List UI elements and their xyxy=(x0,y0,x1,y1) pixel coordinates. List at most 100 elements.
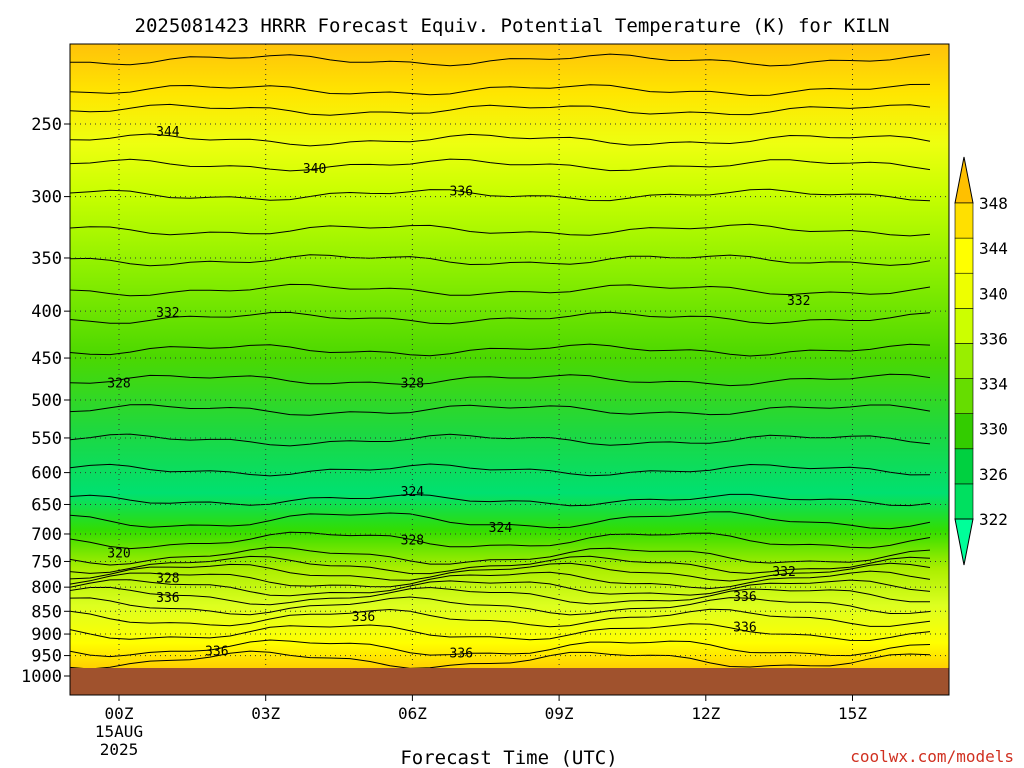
pressure-tick-label: 350 xyxy=(31,249,62,269)
isotherm-label: 320 xyxy=(107,546,130,561)
isotherm-contour-line xyxy=(70,586,931,606)
isotherm-contour-line xyxy=(70,493,931,507)
colorbar-segment xyxy=(954,202,974,239)
isotherm-contour-line xyxy=(70,373,931,387)
isotherm-contour-line xyxy=(70,596,931,616)
isotherm-contour-line xyxy=(70,531,931,550)
isotherm-label: 340 xyxy=(303,162,326,177)
isotherm-label: 328 xyxy=(156,572,179,587)
isotherm-contour-line xyxy=(70,608,931,628)
isotherm-contour-line xyxy=(70,650,931,668)
colorbar-label: 326 xyxy=(979,465,1008,484)
plot-area: 344 340 336 332 332 328 328 324 324 328 320 328 332 3… xyxy=(69,43,950,696)
time-tick-label: 12Z xyxy=(691,704,720,723)
chart-title: 2025081423 HRRR Forecast Equiv. Potentia… xyxy=(135,15,890,37)
colorbar-segment xyxy=(954,483,974,520)
isotherm-contour-line xyxy=(70,570,931,590)
colorbar-label: 344 xyxy=(979,239,1008,258)
isotherm-contour-line xyxy=(70,53,931,67)
isotherm-contour-line xyxy=(70,311,931,325)
isotherm-label: 336 xyxy=(450,646,473,661)
x-date-year-label: 2025 xyxy=(100,740,139,759)
isotherm-label: 332 xyxy=(772,565,795,580)
colorbar-label: 322 xyxy=(979,510,1008,529)
isotherm-label: 336 xyxy=(450,184,473,199)
ground-below-surface xyxy=(70,668,949,695)
colorbar-segment xyxy=(954,343,974,379)
forecast-time-axis: 00Z 03Z 06Z 09Z 12Z 15Z xyxy=(105,695,867,723)
isotherm-labels: 344 340 336 332 332 328 328 324 324 328 320 328 332 3… xyxy=(107,125,810,662)
colorbar-label: 330 xyxy=(979,420,1008,439)
pressure-tick-label: 750 xyxy=(31,552,62,572)
isotherm-contour-line xyxy=(70,546,931,566)
isotherm-label: 328 xyxy=(107,377,130,392)
isotherm-contour-line xyxy=(70,562,931,582)
colorbar-label: 336 xyxy=(979,329,1008,348)
isotherm-label: 344 xyxy=(156,125,180,140)
isotherm-contour-line xyxy=(70,103,931,116)
isotherm-label: 324 xyxy=(401,485,425,500)
isotherm-label: 336 xyxy=(156,591,179,606)
time-tick-label: 00Z xyxy=(105,704,134,723)
colorbar-segment xyxy=(954,448,974,485)
isotherm-contour-line xyxy=(70,404,931,416)
isotherm-label: 336 xyxy=(733,620,756,635)
isotherm-contour-line xyxy=(70,555,931,575)
pressure-tick-label: 900 xyxy=(31,625,62,645)
colorbar-bottom-arrow xyxy=(954,518,974,566)
time-tick-label: 03Z xyxy=(251,704,280,723)
time-tick-label: 15Z xyxy=(838,704,867,723)
isotherm-contour-line xyxy=(70,639,931,658)
pressure-tick-label: 650 xyxy=(31,495,62,515)
isotherm-contour-line xyxy=(70,579,931,597)
pressure-tick-label: 950 xyxy=(31,647,62,667)
isotherm-contour-line xyxy=(70,463,931,477)
pressure-tick-label: 550 xyxy=(31,429,62,449)
pressure-tick-label: 300 xyxy=(31,188,62,208)
isotherm-label: 332 xyxy=(787,294,810,309)
isotherm-contour-line xyxy=(70,223,931,237)
pressure-tick-label: 850 xyxy=(31,602,62,622)
credit-link[interactable]: coolwx.com/models xyxy=(850,747,1014,766)
isotherm-label: 336 xyxy=(352,610,375,625)
time-tick-label: 09Z xyxy=(545,704,574,723)
colorbar-top-arrow xyxy=(954,156,974,204)
colorbar-segment xyxy=(954,378,974,414)
colorbar-label: 334 xyxy=(979,375,1008,394)
isotherm-contours xyxy=(70,53,931,668)
pressure-axis: 250 300 350 400 450 500 550 600 650 700 750 800 850 9… xyxy=(21,115,70,687)
isotherm-label: 336 xyxy=(205,644,228,659)
isotherm-label: 324 xyxy=(489,521,513,536)
isotherm-label: 336 xyxy=(733,590,756,605)
colorbar-segment xyxy=(954,237,974,274)
pressure-tick-label: 1000 xyxy=(21,667,62,687)
colorbar-label: 348 xyxy=(979,194,1008,213)
colorbar-label: 340 xyxy=(979,284,1008,303)
isotherm-contour-line xyxy=(70,283,931,297)
isotherm-contour-line xyxy=(70,133,931,147)
pressure-tick-label: 400 xyxy=(31,302,62,322)
pressure-tick-label: 500 xyxy=(31,391,62,411)
pressure-tick-label: 700 xyxy=(31,525,62,545)
colorbar-segment xyxy=(954,272,974,309)
x-date-day-label: 15AUG xyxy=(95,722,143,741)
isotherm-label: 328 xyxy=(401,534,424,549)
plot-frame xyxy=(69,43,950,696)
isotherm-contour-line xyxy=(70,254,931,267)
isotherm-label: 332 xyxy=(156,306,179,321)
colorbar-segment xyxy=(954,413,974,450)
pressure-tick-label: 800 xyxy=(31,578,62,598)
theta-e-filled-field xyxy=(70,44,949,668)
isotherm-contour-line xyxy=(70,158,931,172)
pressure-tick-label: 450 xyxy=(31,349,62,369)
x-axis-title: Forecast Time (UTC) xyxy=(400,747,617,768)
isotherm-contour-line xyxy=(70,511,931,530)
isotherm-contour-line xyxy=(70,623,931,642)
isotherm-contour-line xyxy=(70,343,931,357)
pressure-tick-label: 600 xyxy=(31,464,62,484)
time-tick-label: 06Z xyxy=(398,704,427,723)
grid-lines xyxy=(70,44,949,677)
colorbar-segment xyxy=(954,308,974,344)
isotherm-label: 328 xyxy=(401,377,424,392)
pressure-tick-label: 250 xyxy=(31,115,62,135)
